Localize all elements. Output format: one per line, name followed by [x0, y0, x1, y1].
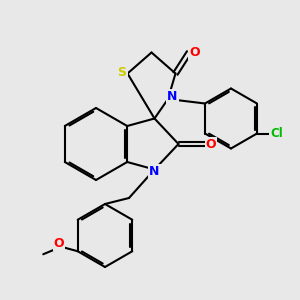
Text: O: O — [53, 237, 64, 250]
Text: O: O — [189, 46, 200, 59]
Text: N: N — [149, 165, 160, 178]
Text: Cl: Cl — [270, 127, 283, 140]
Text: S: S — [118, 65, 127, 79]
Text: N: N — [167, 89, 178, 103]
Text: O: O — [206, 137, 216, 151]
